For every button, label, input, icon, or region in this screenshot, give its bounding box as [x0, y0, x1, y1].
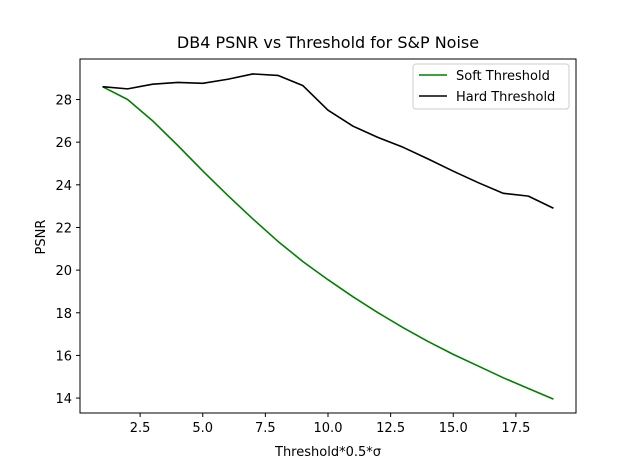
- series-lines: [102, 73, 554, 400]
- x-axis-ticks: 2.5 5.0 7.5 10.0 12.5 15.0 17.5: [130, 413, 530, 436]
- series-line-hard-threshold: [102, 73, 554, 209]
- chart-title: DB4 PSNR vs Threshold for S&P Noise: [177, 33, 479, 52]
- x-axis-label: Threshold*0.5*σ: [274, 445, 381, 460]
- x-tick-label: 15.0: [439, 421, 468, 436]
- y-tick-label: 16: [55, 349, 72, 364]
- y-tick-label: 14: [55, 392, 72, 407]
- y-tick-label: 24: [55, 179, 72, 194]
- x-tick-label: 10.0: [314, 421, 343, 436]
- y-tick-label: 20: [55, 264, 72, 279]
- y-tick-label: 22: [55, 221, 72, 236]
- y-axis-ticks: 14 16 18 20 22 24 26 28: [55, 94, 80, 407]
- x-tick-label: 12.5: [376, 421, 405, 436]
- x-tick-label: 7.5: [255, 421, 276, 436]
- x-tick-label: 5.0: [192, 421, 213, 436]
- legend-box: [412, 63, 570, 110]
- y-tick-label: 26: [55, 136, 72, 151]
- x-tick-label: 17.5: [501, 421, 530, 436]
- legend-label-hard-threshold: Hard Threshold: [456, 90, 555, 105]
- series-line-soft-threshold: [102, 86, 554, 400]
- y-tick-label: 18: [55, 307, 72, 322]
- y-axis-label: PSNR: [34, 220, 49, 255]
- legend-label-soft-threshold: Soft Threshold: [456, 69, 550, 84]
- x-tick-label: 2.5: [130, 421, 151, 436]
- legend: Soft Threshold Hard Threshold: [412, 63, 570, 110]
- y-tick-label: 28: [55, 94, 72, 109]
- plot-frame: [79, 58, 577, 414]
